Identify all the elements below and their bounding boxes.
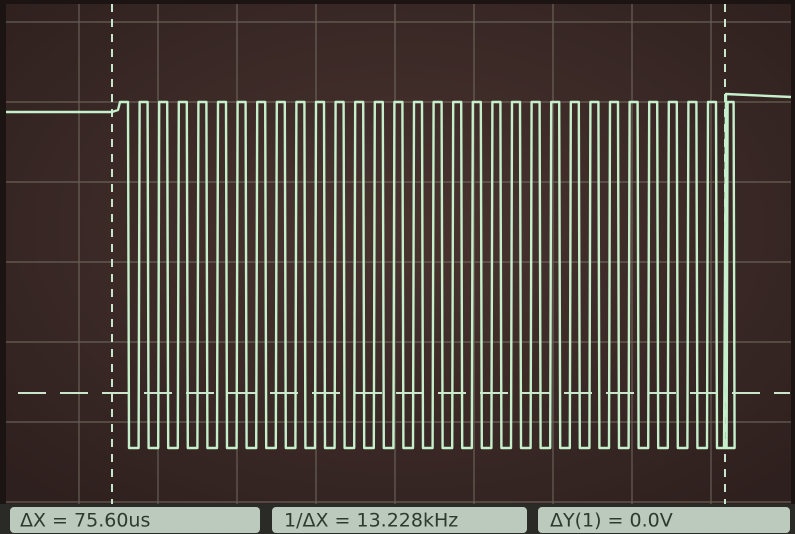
screen <box>6 4 791 504</box>
inverse-delta-x-readout: 1/ΔX = 13.228kHz <box>284 510 458 532</box>
oscilloscope-photo: ΔX = 75.60us 1/ΔX = 13.228kHz ΔY(1) = 0.… <box>0 0 795 534</box>
delta-x-readout: ΔX = 75.60us <box>20 510 150 532</box>
delta-y-readout: ΔY(1) = 0.0V <box>550 510 673 532</box>
page: ΔX = 75.60us 1/ΔX = 13.228kHz ΔY(1) = 0.… <box>0 0 795 534</box>
